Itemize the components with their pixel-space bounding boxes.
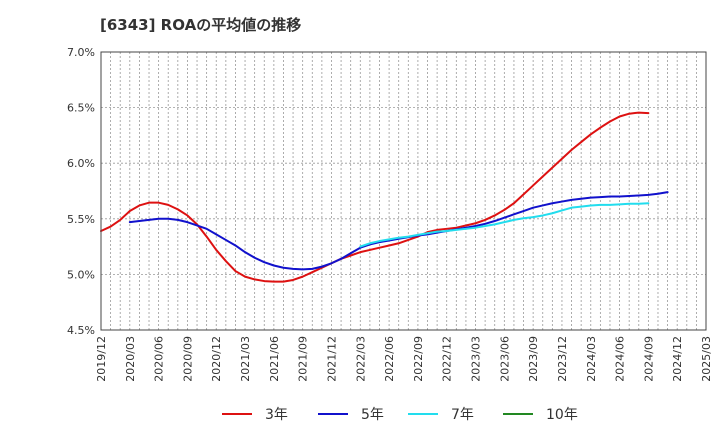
x-tick-label: 2020/03	[124, 336, 137, 382]
x-tick-label: 2022/03	[354, 336, 367, 382]
x-tick-label: 2022/12	[441, 336, 454, 382]
x-axis: 2019/12 2020/03 2020/06 2020/09 2020/12 2021/…	[95, 336, 713, 382]
series-line-7年	[359, 202, 650, 248]
y-tick-label: 7.0%	[67, 46, 95, 59]
x-tick-label: 2025/03	[700, 336, 713, 382]
y-tick-label: 6.0%	[67, 157, 95, 170]
x-tick-label: 2024/12	[671, 336, 684, 382]
y-tick-label: 4.5%	[67, 324, 95, 337]
y-tick-label: 5.5%	[67, 213, 95, 226]
x-tick-label: 2021/09	[297, 336, 310, 382]
x-tick-label: 2023/12	[556, 336, 569, 382]
x-tick-label: 2020/09	[181, 336, 194, 382]
y-tick-label: 6.5%	[67, 102, 95, 115]
x-tick-label: 2023/03	[470, 336, 483, 382]
series-line-3年	[100, 111, 650, 283]
chart-title: [6343] ROAの平均値の推移	[100, 16, 302, 34]
series-line-5年	[128, 191, 669, 271]
x-tick-label: 2021/06	[268, 336, 281, 382]
plot-border	[100, 51, 707, 331]
x-tick-label: 2023/09	[527, 336, 540, 382]
x-tick-label: 2022/09	[412, 336, 425, 382]
x-tick-label: 2022/06	[383, 336, 396, 382]
plot-area	[101, 52, 706, 330]
x-tick-label: 2021/03	[239, 336, 252, 382]
legend-label: 10年	[546, 407, 578, 423]
legend: 3年 5年 7年 10年	[222, 407, 578, 423]
x-tick-label: 2021/12	[325, 336, 338, 382]
series-layer	[100, 111, 669, 283]
y-tick-label: 5.0%	[67, 268, 95, 281]
x-tick-label: 2020/12	[210, 336, 223, 382]
x-tick-label: 2020/06	[153, 336, 166, 382]
x-tick-label: 2019/12	[95, 336, 108, 382]
x-tick-label: 2024/09	[642, 336, 655, 382]
legend-label: 3年	[265, 407, 288, 423]
y-axis: 4.5% 5.0% 5.5% 6.0% 6.5% 7.0%	[67, 46, 95, 337]
legend-label: 5年	[361, 407, 384, 423]
grid-lines	[101, 52, 706, 330]
legend-label: 7年	[451, 407, 474, 423]
x-tick-label: 2024/06	[614, 336, 627, 382]
x-tick-label: 2023/06	[498, 336, 511, 382]
x-tick-label: 2024/03	[585, 336, 598, 382]
